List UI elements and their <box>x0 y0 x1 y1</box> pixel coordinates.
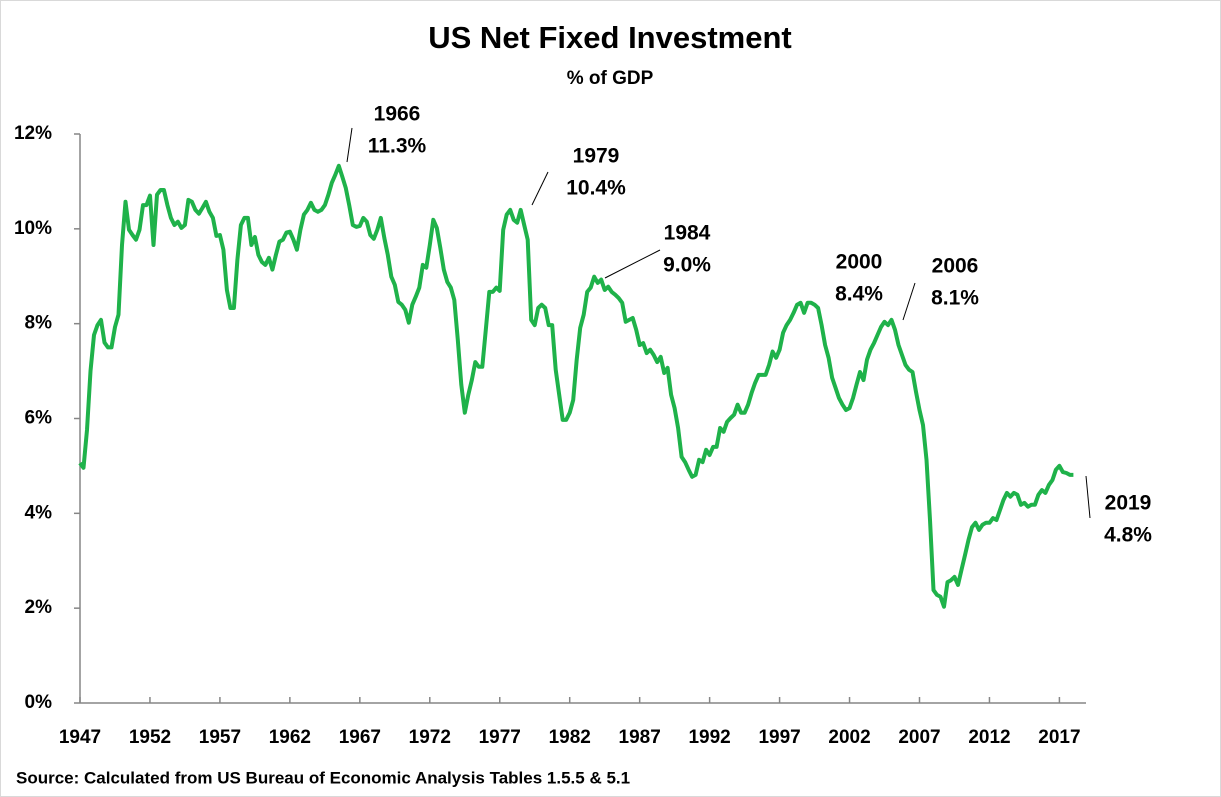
y-tick-label: 8% <box>25 313 53 334</box>
x-tick-label: 2012 <box>968 727 1010 748</box>
annotation-value: 8.4% <box>835 283 883 306</box>
x-tick-label: 1967 <box>339 727 381 748</box>
annotation-leader <box>346 127 353 163</box>
x-tick-label: 1947 <box>59 727 101 748</box>
x-tick-label: 1992 <box>688 727 730 748</box>
y-tick-label: 0% <box>25 692 53 713</box>
y-tick-label: 12% <box>14 123 52 144</box>
y-tick-label: 4% <box>25 502 53 523</box>
x-tick-label: 1952 <box>129 727 171 748</box>
x-tick-label: 1962 <box>269 727 311 748</box>
annotation-year: 1966 <box>374 103 421 126</box>
x-tick-label: 1997 <box>758 727 800 748</box>
annotation-value: 11.3% <box>368 135 427 158</box>
x-tick-label: 1972 <box>409 727 451 748</box>
source-note: Source: Calculated from US Bureau of Eco… <box>16 768 630 787</box>
x-tick-label: 2007 <box>898 727 940 748</box>
annotation-year: 2000 <box>836 251 883 274</box>
x-tick-label: 1977 <box>479 727 521 748</box>
data-line <box>78 163 1074 609</box>
annotation-value: 4.8% <box>1104 524 1152 547</box>
y-tick-label: 2% <box>25 597 53 618</box>
annotation-year: 1984 <box>664 222 711 245</box>
annotation-year: 1979 <box>573 145 620 168</box>
y-tick-label: 10% <box>14 218 52 239</box>
annotation-leader <box>1085 475 1091 519</box>
annotation-year: 2006 <box>932 255 979 278</box>
annotation-value: 8.1% <box>931 287 979 310</box>
y-tick-label: 6% <box>25 408 53 429</box>
annotation-value: 9.0% <box>663 254 711 277</box>
annotation-year: 2019 <box>1105 492 1152 515</box>
x-tick-label: 1957 <box>199 727 241 748</box>
x-tick-label: 1982 <box>549 727 591 748</box>
annotation-leader <box>531 171 549 206</box>
x-tick-label: 1987 <box>619 727 661 748</box>
annotation-leader <box>902 282 916 321</box>
chart-title: US Net Fixed Investment <box>428 20 791 55</box>
x-tick-label: 2017 <box>1038 727 1080 748</box>
annotation-value: 10.4% <box>566 177 626 200</box>
x-tick-label: 2002 <box>828 727 870 748</box>
annotation-leader <box>604 249 661 279</box>
chart-subtitle: % of GDP <box>567 68 654 89</box>
